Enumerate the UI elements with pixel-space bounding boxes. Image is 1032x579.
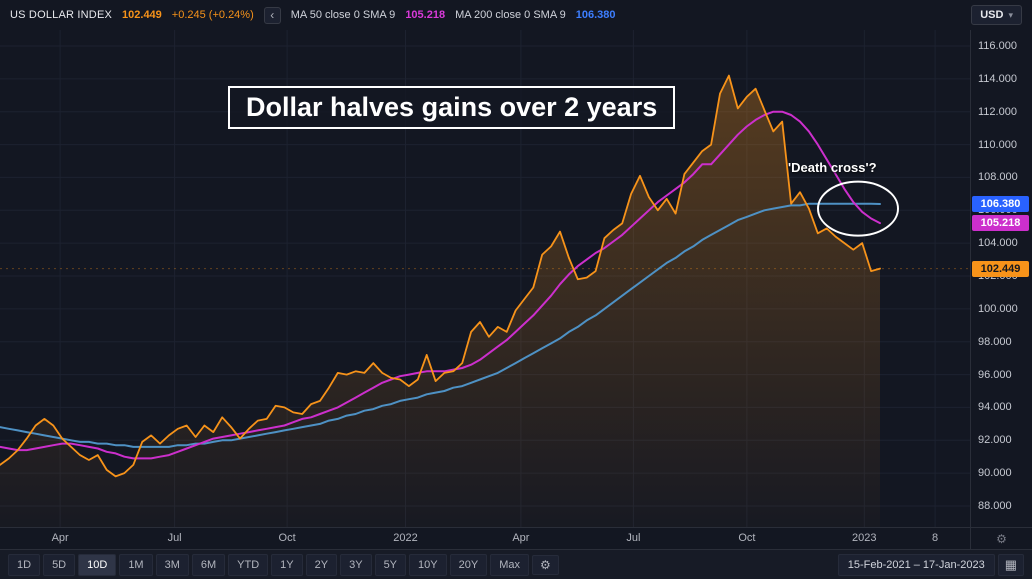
collapse-legend-button[interactable]: ‹	[263, 6, 281, 24]
symbol-name: US DOLLAR INDEX	[10, 9, 113, 21]
topbar: US DOLLAR INDEX 102.449 +0.245 (+0.24%) …	[0, 0, 1032, 30]
bottom-toolbar: 1D 5D 10D 1M 3M 6M YTD 1Y 2Y 3Y 5Y 10Y 20Y Max ⚙ 15-F…	[0, 549, 1032, 579]
x-axis-label: Oct	[738, 532, 756, 544]
headline-annotation: Dollar halves gains over 2 years	[228, 86, 676, 129]
timeframe-button-3m[interactable]: 3M	[155, 553, 189, 576]
price-area-fill	[0, 75, 880, 527]
gear-icon[interactable]: ⚙	[531, 554, 559, 575]
y-axis-tick: 98.000	[978, 335, 1012, 348]
timeframe-button-10y[interactable]: 10Y	[409, 553, 447, 576]
death-cross-label: 'Death cross'?	[788, 160, 877, 175]
gear-icon[interactable]: ⚙	[996, 531, 1007, 546]
timeframe-button-1y[interactable]: 1Y	[271, 553, 303, 576]
timeframe-button-5d[interactable]: 5D	[43, 553, 76, 576]
ma50-legend-value: 105.218	[405, 9, 446, 21]
price-change: +0.245 (+0.24%)	[171, 9, 254, 21]
timeframe-group: 1D 5D 10D 1M 3M 6M YTD 1Y 2Y 3Y 5Y 10Y 20Y Max	[8, 553, 529, 576]
y-axis-tick: 94.000	[978, 401, 1012, 414]
currency-selector[interactable]: USD ▾	[971, 5, 1022, 25]
date-range: 15-Feb-2021 – 17-Jan-2023	[837, 553, 995, 576]
ma50-legend-label: MA 50 close 0 SMA 9	[290, 9, 396, 21]
ma200-price-badge: 106.380	[972, 196, 1029, 213]
series-ma-200	[0, 202, 881, 448]
timeframe-button-1d[interactable]: 1D	[8, 553, 41, 576]
death-cross-circle	[817, 180, 899, 237]
x-axis-label: Apr	[512, 532, 530, 544]
y-axis-tick: 104.000	[978, 237, 1018, 250]
y-axis-tick: 100.000	[978, 302, 1018, 315]
x-axis-label: Jul	[167, 532, 182, 544]
x-axis-label: Apr	[51, 532, 69, 544]
y-axis-tick: 108.000	[978, 171, 1018, 184]
currency-label: USD	[980, 9, 1004, 21]
timeframe-button-1m[interactable]: 1M	[119, 553, 153, 576]
timeframe-button-10d[interactable]: 10D	[78, 553, 117, 576]
x-axis-label: 2023	[852, 532, 877, 544]
y-axis-tick: 110.000	[978, 138, 1017, 151]
series-us-dollar-index	[0, 74, 881, 478]
x-axis-label: 2022	[393, 532, 418, 544]
axis-settings-corner: ⚙	[970, 527, 1032, 549]
y-axis-tick: 112.000	[978, 105, 1017, 118]
chart-main: Dollar halves gains over 2 years 'Death …	[0, 30, 1032, 549]
y-axis-tick: 88.000	[978, 500, 1012, 512]
x-axis-label: 8	[932, 532, 939, 544]
x-axis-label: Oct	[278, 532, 296, 544]
timeframe-button-3y[interactable]: 3Y	[340, 553, 372, 576]
ma200-legend-label: MA 200 close 0 SMA 9	[455, 9, 566, 21]
calendar-icon[interactable]: ▦	[997, 553, 1024, 576]
y-axis-tick: 116.000	[978, 40, 1017, 52]
y-axis-tick: 96.000	[978, 368, 1012, 381]
y-axis-tick: 114.000	[978, 72, 1017, 85]
last-price-badge: 102.449	[972, 260, 1029, 277]
ma200-legend-value: 106.380	[575, 9, 616, 21]
price-axis[interactable]: 116.000114.000112.000110.000108.000106.0…	[970, 30, 1032, 527]
timeframe-button-20y[interactable]: 20Y	[449, 553, 488, 576]
x-axis-label: Jul	[626, 532, 641, 544]
y-axis-tick: 92.000	[978, 434, 1012, 447]
ma50-price-badge: 105.218	[972, 215, 1029, 232]
timeframe-button-max[interactable]: Max	[490, 553, 529, 576]
chart-area: Dollar halves gains over 2 years 'Death …	[0, 30, 970, 527]
last-price: 102.449	[122, 9, 162, 21]
price-chart[interactable]	[0, 30, 970, 527]
timeframe-button-2y[interactable]: 2Y	[305, 553, 338, 576]
y-axis-tick: 90.000	[978, 467, 1012, 480]
time-axis[interactable]: Apr Jul Oct 2022 Apr Jul Oct 2023 8	[0, 527, 970, 549]
series-ma-50	[0, 110, 881, 460]
timeframe-button-6m[interactable]: 6M	[191, 553, 226, 576]
chevron-down-icon: ▾	[1008, 9, 1013, 20]
timeframe-button-ytd[interactable]: YTD	[228, 553, 269, 576]
timeframe-button-5y[interactable]: 5Y	[374, 553, 407, 576]
